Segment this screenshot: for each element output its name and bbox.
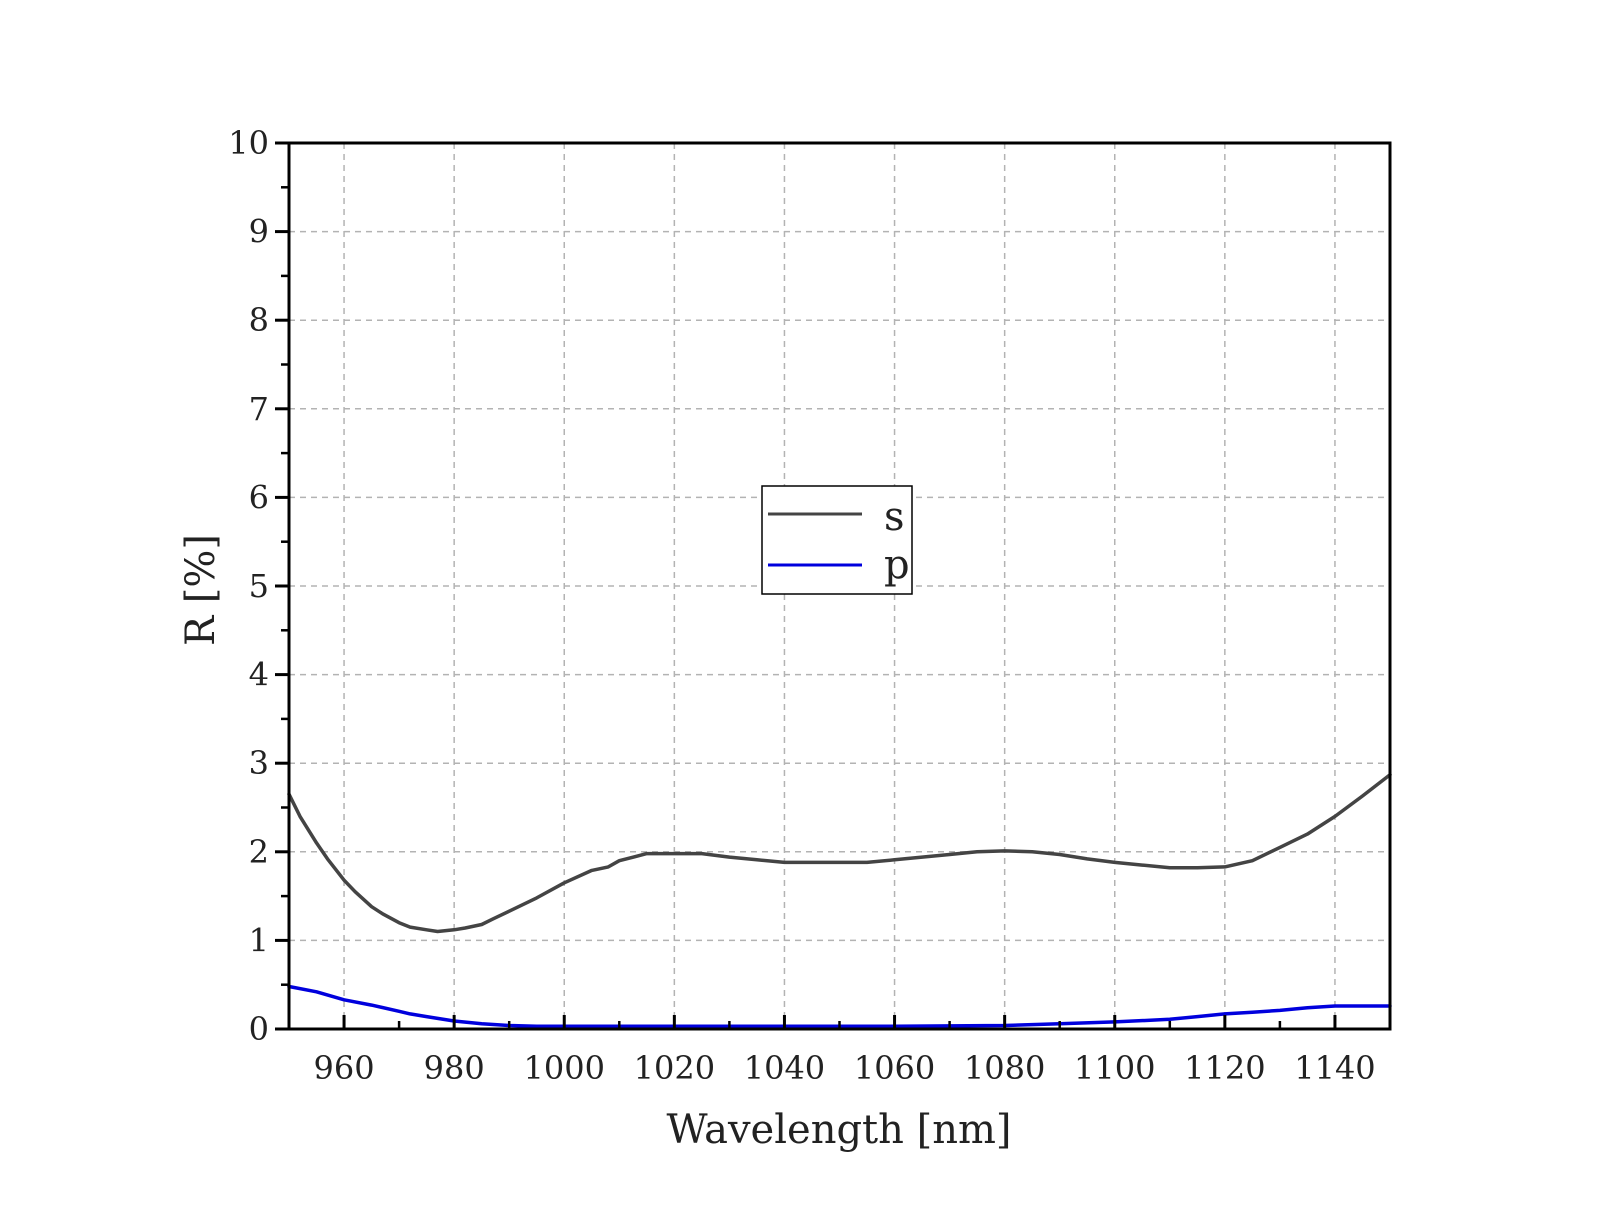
y-tick-label: 6 [249, 478, 269, 516]
y-tick-label: 10 [228, 124, 269, 162]
x-tick-label: 1080 [964, 1049, 1045, 1087]
legend: s p [761, 485, 913, 595]
x-tick-label: 1020 [634, 1049, 715, 1087]
y-tick-label: 4 [249, 656, 269, 694]
y-tick-label: 8 [249, 301, 269, 339]
y-axis-title: R [%] [178, 534, 224, 646]
y-tick-label: 0 [249, 1010, 269, 1048]
x-axis-title: Wavelength [nm] [666, 1107, 1011, 1153]
series-line-s [287, 772, 1392, 934]
x-tick-label: 980 [424, 1049, 485, 1087]
legend-label-p: p [884, 542, 910, 588]
x-tick-label: 1040 [744, 1049, 825, 1087]
series-layer [287, 772, 1392, 1029]
y-tick-label: 1 [249, 921, 269, 959]
x-tick-label: 1000 [524, 1049, 605, 1087]
legend-label-s: s [884, 494, 905, 540]
tick-labels: 960 980 1000 1020 1040 1060 1080 1100 1120 1140 0 1… [228, 124, 1375, 1087]
x-tick-label: 1140 [1294, 1049, 1375, 1087]
x-tick-label: 1100 [1074, 1049, 1155, 1087]
y-tick-label: 3 [249, 744, 269, 782]
legend-box [761, 485, 913, 595]
x-tick-label: 960 [314, 1049, 375, 1087]
y-tick-label: 2 [249, 833, 269, 871]
y-tick-label: 7 [249, 390, 269, 428]
x-tick-label: 1060 [854, 1049, 935, 1087]
y-tick-label: 9 [249, 213, 269, 251]
y-tick-label: 5 [249, 567, 269, 605]
x-tick-label: 1120 [1184, 1049, 1265, 1087]
ticks [275, 141, 1392, 1031]
